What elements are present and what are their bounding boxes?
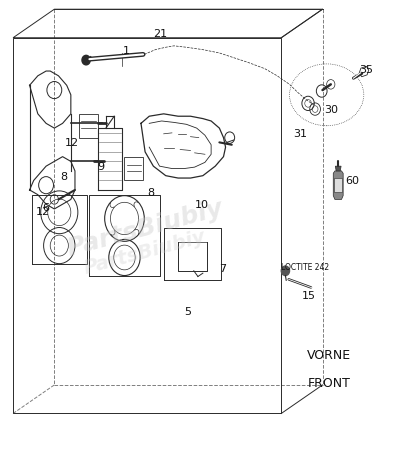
Text: PartsBiubiy: PartsBiubiy [64,196,225,261]
Text: 6: 6 [42,202,49,212]
Text: 35: 35 [359,65,373,75]
Text: 7: 7 [219,264,226,274]
Text: 15: 15 [301,290,315,300]
Text: 1: 1 [122,46,129,56]
Text: 8: 8 [147,188,154,198]
Text: 9: 9 [97,162,104,172]
Text: 12: 12 [36,207,50,217]
Polygon shape [335,167,340,171]
Text: VORNE: VORNE [306,349,350,362]
Text: 8: 8 [60,171,67,181]
Text: 10: 10 [194,200,208,210]
Text: 31: 31 [293,129,307,139]
Text: LOCTITE 242: LOCTITE 242 [280,262,329,271]
Polygon shape [333,178,342,193]
Text: 5: 5 [184,307,191,317]
Text: FRONT: FRONT [306,376,349,389]
Text: 12: 12 [64,138,78,148]
Text: PartsBiubiy: PartsBiubiy [82,227,208,278]
Text: 60: 60 [344,176,358,186]
Text: 30: 30 [324,105,338,115]
Text: 21: 21 [153,29,167,39]
Circle shape [280,267,289,276]
Polygon shape [332,171,342,200]
Circle shape [82,56,90,66]
